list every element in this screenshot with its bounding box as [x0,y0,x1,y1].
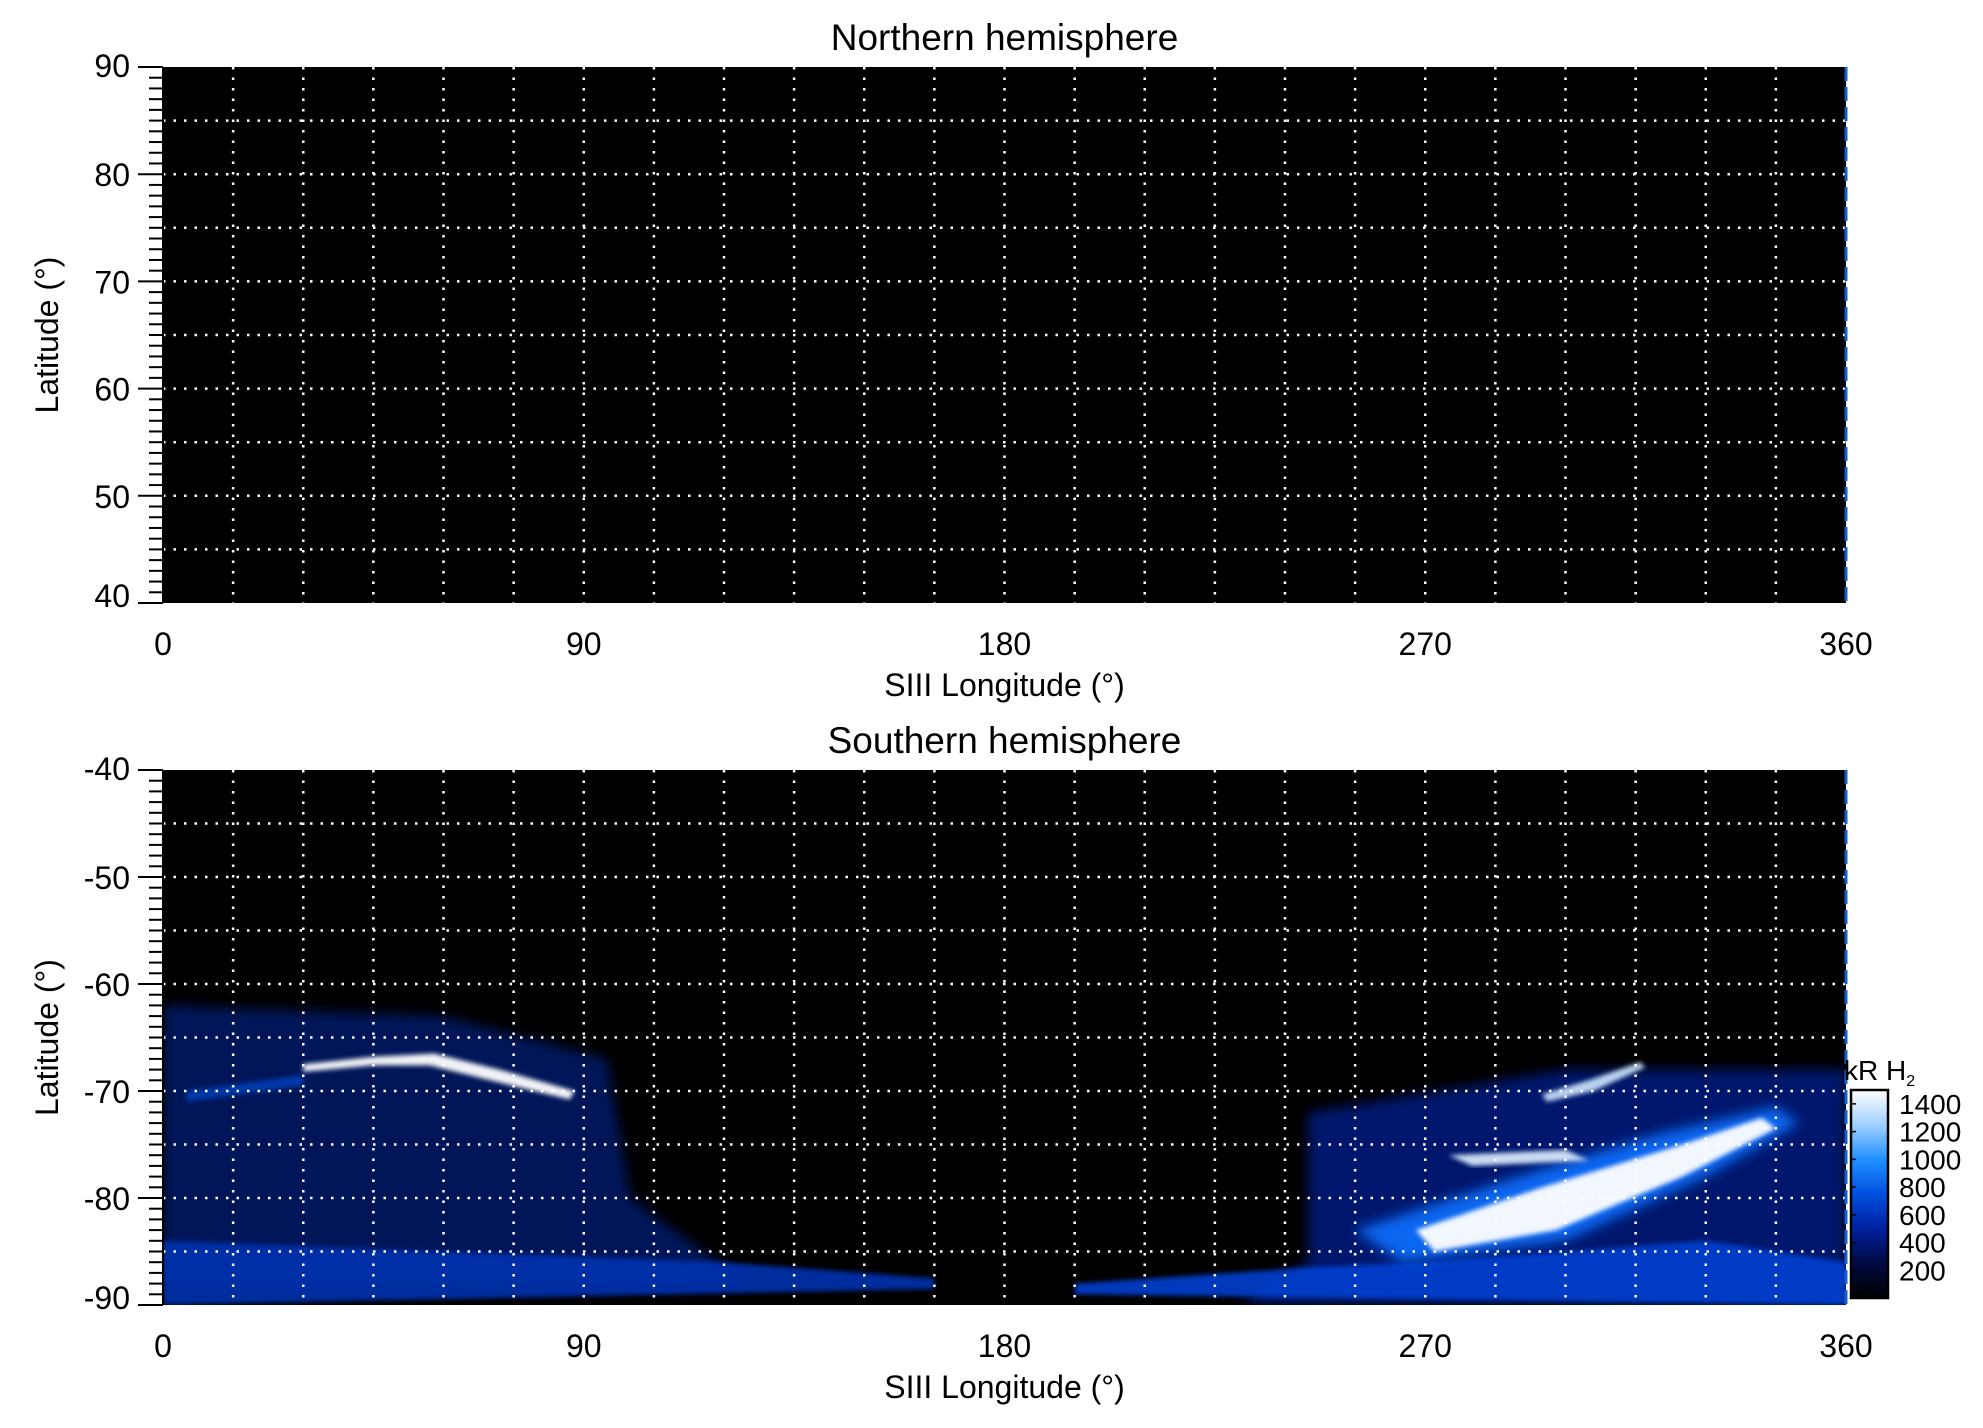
colorbar-tick-label: 800 [1899,1172,1946,1203]
x-tick-label: 0 [154,626,172,662]
y-axis-label: Latitude (°) [29,257,65,414]
y-tick-label: -70 [84,1074,130,1110]
x-tick-label: 90 [566,626,602,662]
colorbar-tick-label: 1000 [1899,1144,1961,1175]
x-tick-label: 360 [1819,626,1872,662]
y-tick-label: 90 [94,48,130,84]
colorbar-tick-label: 600 [1899,1200,1946,1231]
colorbar-tick-label: 200 [1899,1255,1946,1286]
y-tick-label: -80 [84,1181,130,1217]
colorbar-tick-label: 1400 [1899,1089,1961,1120]
x-tick-label: 270 [1399,626,1452,662]
y-tick-label: 60 [94,372,130,408]
panel-north: 90 80 70 60 50 40 0 90 180 270 360 Northern hemisph… [29,17,1873,703]
panel-south: -40 -50 -60 -70 -80 -90 0 90 180 270 360 Southern h… [29,720,1961,1405]
x-axis-label: SIII Longitude (°) [884,667,1124,703]
chart-title: Northern hemisphere [831,17,1179,58]
chart-title: Southern hemisphere [828,720,1182,761]
colorbar-tick-label: 1200 [1899,1117,1961,1148]
y-tick-label: -90 [84,1280,130,1316]
y-tick-label: -40 [84,751,130,787]
y-tick-label: 70 [94,264,130,300]
x-tick-label: 180 [978,1328,1031,1364]
y-tick-label: -60 [84,967,130,1003]
x-tick-label: 270 [1399,1328,1452,1364]
x-tick-label: 0 [154,1328,172,1364]
y-tick-label: 40 [94,578,130,614]
colorbar-gradient [1849,1088,1890,1300]
x-axis-label: SIII Longitude (°) [884,1369,1124,1405]
x-tick-label: 360 [1819,1328,1872,1364]
y-tick-label: 50 [94,479,130,515]
colorbar-label: kR H2 [1844,1055,1915,1090]
y-tick-label: 80 [94,157,130,193]
y-axis-label: Latitude (°) [29,959,65,1116]
y-tick-label: -50 [84,860,130,896]
aurora-emission [163,1005,1846,1305]
colorbar-tick-label: 400 [1899,1228,1946,1259]
x-tick-label: 180 [978,626,1031,662]
x-tick-label: 90 [566,1328,602,1364]
